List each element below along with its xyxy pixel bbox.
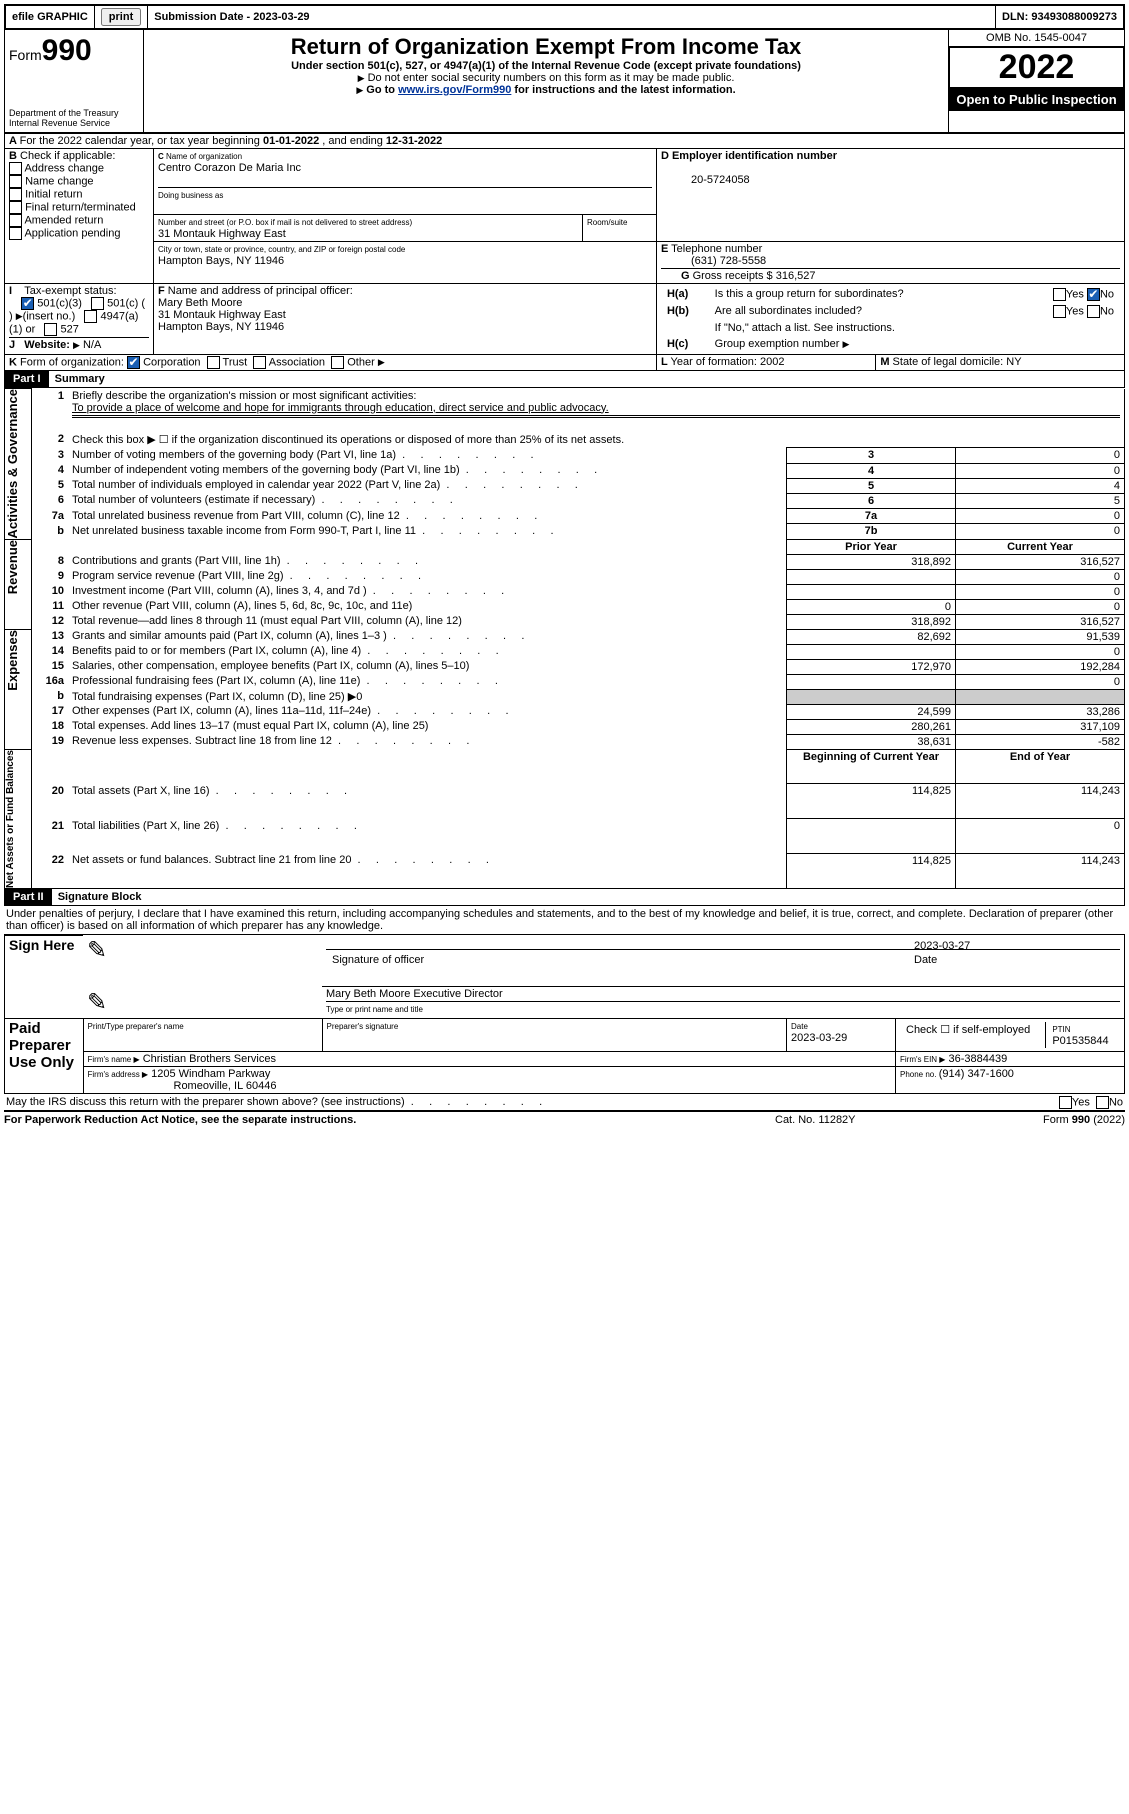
check-applicable: B Check if applicable: Address change Na… <box>5 149 154 284</box>
group-return-cell: H(a)Is this a group return for subordina… <box>656 284 1124 355</box>
exp-row: 16aProfessional fundraising fees (Part I… <box>5 674 1125 689</box>
rev-row: 8Contributions and grants (Part VIII, li… <box>5 554 1125 569</box>
entity-info-table: A For the 2022 calendar year, or tax yea… <box>4 133 1125 371</box>
rev-row: 11Other revenue (Part VIII, column (A), … <box>5 599 1125 614</box>
net-row: 21Total liabilities (Part X, line 26)0 <box>5 819 1125 854</box>
exp-row: 17Other expenses (Part IX, column (A), l… <box>5 704 1125 719</box>
state-domicile: M State of legal domicile: NY <box>876 355 1125 371</box>
exp-row: 15Salaries, other compensation, employee… <box>5 659 1125 674</box>
section-net: Net Assets or Fund Balances <box>5 750 16 888</box>
section-rev: Revenue <box>5 540 20 594</box>
footer: For Paperwork Reduction Act Notice, see … <box>4 1112 1125 1126</box>
gov-row: 5Total number of individuals employed in… <box>5 478 1125 493</box>
perjury-declaration: Under penalties of perjury, I declare th… <box>4 906 1125 935</box>
rev-row: 12Total revenue—add lines 8 through 11 (… <box>5 614 1125 629</box>
city-cell: City or town, state or province, country… <box>154 242 657 284</box>
discuss-line: May the IRS discuss this return with the… <box>4 1094 1125 1112</box>
exp-row: 18Total expenses. Add lines 13–17 (must … <box>5 719 1125 734</box>
officer-cell: F Name and address of principal officer:… <box>154 284 657 355</box>
gov-row: 4Number of independent voting members of… <box>5 463 1125 478</box>
gov-row: bNet unrelated business taxable income f… <box>5 524 1125 539</box>
room-cell: Room/suite <box>583 215 657 242</box>
ein-cell: D Employer identification number 20-5724… <box>656 149 1124 242</box>
form-number: Form990 <box>9 34 139 68</box>
part-i-header: Part I Summary <box>4 371 1125 388</box>
top-bar: efile GRAPHIC print Submission Date - 20… <box>4 4 1125 30</box>
exp-row: 19Revenue less expenses. Subtract line 1… <box>5 734 1125 749</box>
org-name-cell: C Name of organization Centro Corazon De… <box>154 149 657 215</box>
open-public-badge: Open to Public Inspection <box>949 88 1124 111</box>
subtitle-2: Do not enter social security numbers on … <box>148 72 944 84</box>
section-exp: Expenses <box>5 630 20 691</box>
line-2: Check this box ▶ ☐ if the organization d… <box>68 432 1125 448</box>
efile-label: efile GRAPHIC <box>6 6 95 28</box>
tax-exempt-website: I Tax-exempt status: ✔ 501(c)(3) 501(c) … <box>5 284 154 355</box>
line-1: Briefly describe the organization's miss… <box>68 389 1125 433</box>
subtitle-1: Under section 501(c), 527, or 4947(a)(1)… <box>148 60 944 72</box>
part-ii-header: Part II Signature Block <box>4 889 1125 906</box>
rev-row: 10Investment income (Part VIII, column (… <box>5 584 1125 599</box>
omb-number: OMB No. 1545-0047 <box>949 30 1124 47</box>
dept-label: Department of the Treasury Internal Reve… <box>9 108 139 128</box>
gov-row: 6Total number of volunteers (estimate if… <box>5 493 1125 508</box>
paid-preparer-label: Paid Preparer Use Only <box>9 1020 79 1071</box>
year-formation: L Year of formation: 2002 <box>656 355 875 371</box>
section-gov: Activities & Governance <box>5 389 20 539</box>
tax-year: 2022 <box>949 47 1124 88</box>
street-cell: Number and street (or P.O. box if mail i… <box>154 215 583 242</box>
signature-table: Sign Here ✎ Signature of officerDate 202… <box>4 935 1125 1094</box>
phone-cell: E Telephone number (631) 728-5558 G Gros… <box>656 242 1124 284</box>
submission-cell: Submission Date - 2023-03-29 <box>148 6 996 28</box>
form-of-org: K Form of organization: ✔ Corporation Tr… <box>5 355 657 371</box>
gov-row: 7aTotal unrelated business revenue from … <box>5 509 1125 524</box>
exp-row: bTotal fundraising expenses (Part IX, co… <box>5 689 1125 704</box>
form-title: Return of Organization Exempt From Incom… <box>148 34 944 60</box>
form-header: Form990 Department of the Treasury Inter… <box>4 30 1125 133</box>
print-button[interactable]: print <box>101 8 141 26</box>
tax-year-line: A For the 2022 calendar year, or tax yea… <box>5 134 1125 149</box>
part-i-table: Activities & Governance 1 Briefly descri… <box>4 388 1125 889</box>
pen-icon: ✎ <box>83 935 322 987</box>
sign-here-label: Sign Here <box>9 937 79 953</box>
irs-link[interactable]: www.irs.gov/Form990 <box>398 84 511 96</box>
gov-row: 3Number of voting members of the governi… <box>5 448 1125 463</box>
rev-row: 9Program service revenue (Part VIII, lin… <box>5 569 1125 584</box>
net-row: 20Total assets (Part X, line 16)114,8251… <box>5 784 1125 819</box>
print-cell[interactable]: print <box>95 6 148 28</box>
dln-cell: DLN: 93493088009273 <box>996 6 1123 28</box>
exp-row: 14Benefits paid to or for members (Part … <box>5 644 1125 659</box>
subtitle-3: Go to www.irs.gov/Form990 for instructio… <box>148 84 944 96</box>
net-row: 22Net assets or fund balances. Subtract … <box>5 853 1125 888</box>
